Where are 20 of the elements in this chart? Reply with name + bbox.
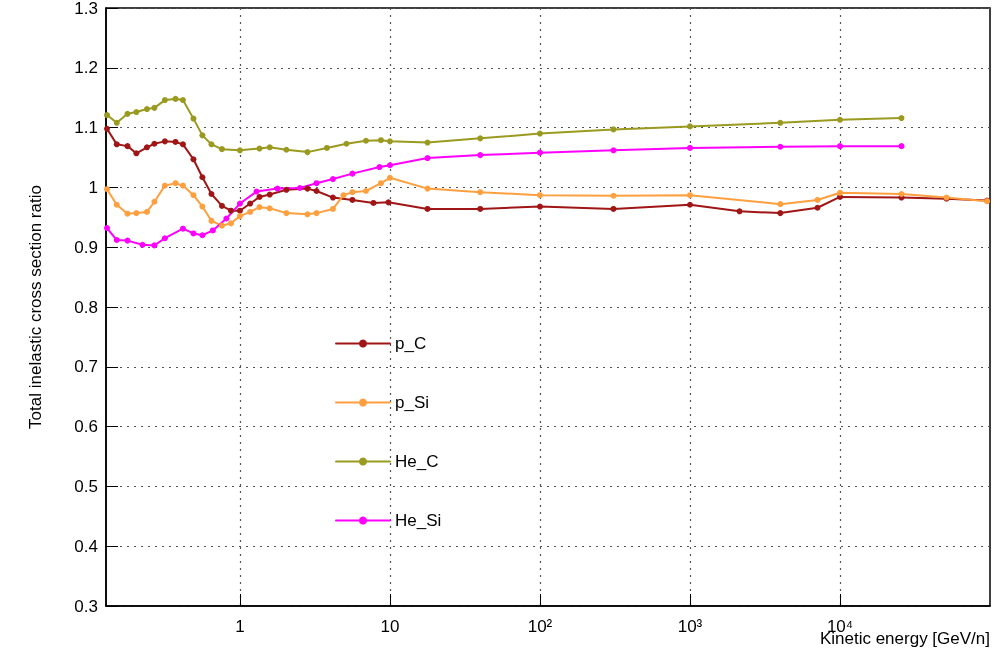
- legend-label: He_Si: [395, 511, 442, 530]
- legend-label: p_C: [395, 334, 427, 353]
- y-tick-label: 0.8: [74, 297, 98, 317]
- legend-label: He_C: [395, 452, 439, 471]
- y-tick-label: 0.5: [74, 476, 98, 496]
- y-tick-label: 0.6: [74, 417, 98, 437]
- y-tick-label: 0.9: [74, 237, 98, 257]
- x-tick-label: 10: [380, 617, 400, 636]
- x-tick-label: 1: [235, 617, 245, 636]
- y-axis-title: Total inelastic cross section ratio: [26, 185, 45, 429]
- y-tick-label: 1.2: [74, 58, 98, 78]
- y-tick-label: 1: [88, 177, 98, 197]
- y-tick-label: 1.3: [74, 0, 98, 18]
- legend-label: p_Si: [395, 393, 430, 412]
- y-tick-label: 1.1: [74, 118, 98, 138]
- y-tick-label: 0.3: [74, 596, 98, 616]
- x-tick-label: 10²: [527, 617, 553, 636]
- y-tick-label: 0.4: [74, 536, 98, 556]
- y-tick-label: 0.7: [74, 357, 98, 377]
- x-tick-label: 10³: [677, 617, 703, 636]
